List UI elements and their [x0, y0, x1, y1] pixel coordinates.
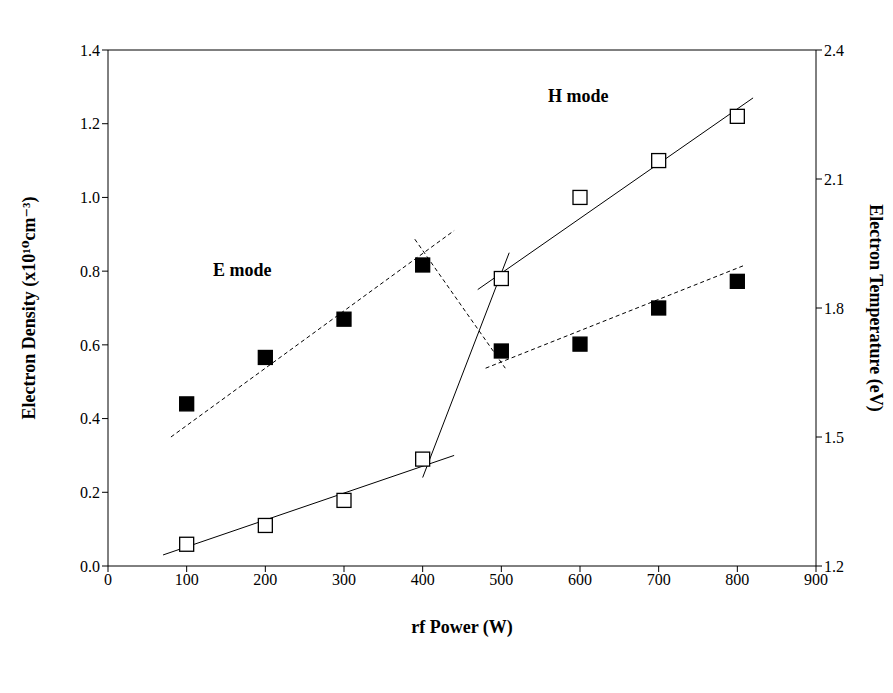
svg-text:1.8: 1.8 — [824, 300, 844, 317]
svg-text:100: 100 — [175, 571, 199, 588]
svg-text:0.6: 0.6 — [80, 337, 100, 354]
html-text:E mode: E mode — [213, 260, 272, 280]
svg-text:200: 200 — [253, 571, 277, 588]
svg-text:500: 500 — [489, 571, 513, 588]
svg-text:0.2: 0.2 — [80, 484, 100, 501]
svg-text:600: 600 — [568, 571, 592, 588]
html-text:H mode: H mode — [548, 86, 609, 106]
svg-text:300: 300 — [332, 571, 356, 588]
svg-text:0: 0 — [104, 571, 112, 588]
svg-text:1.2: 1.2 — [824, 558, 844, 575]
svg-text:1.4: 1.4 — [80, 42, 100, 59]
svg-text:0.0: 0.0 — [80, 558, 100, 575]
svg-text:Electron Temperature (eV): Electron Temperature (eV) — [865, 204, 886, 411]
svg-text:1.2: 1.2 — [80, 115, 100, 132]
svg-text:0.4: 0.4 — [80, 410, 100, 427]
svg-text:2.1: 2.1 — [824, 171, 844, 188]
svg-text:2.4: 2.4 — [824, 42, 844, 59]
svg-text:Electron Density (x10¹⁰cm⁻³): Electron Density (x10¹⁰cm⁻³) — [19, 197, 40, 420]
svg-text:400: 400 — [411, 571, 435, 588]
svg-text:rf Power (W): rf Power (W) — [411, 617, 513, 638]
svg-text:800: 800 — [725, 571, 749, 588]
svg-text:1.0: 1.0 — [80, 189, 100, 206]
svg-text:900: 900 — [804, 571, 828, 589]
svg-text:700: 700 — [647, 571, 671, 588]
svg-text:1.5: 1.5 — [824, 429, 844, 446]
svg-text:0.8: 0.8 — [80, 263, 100, 280]
